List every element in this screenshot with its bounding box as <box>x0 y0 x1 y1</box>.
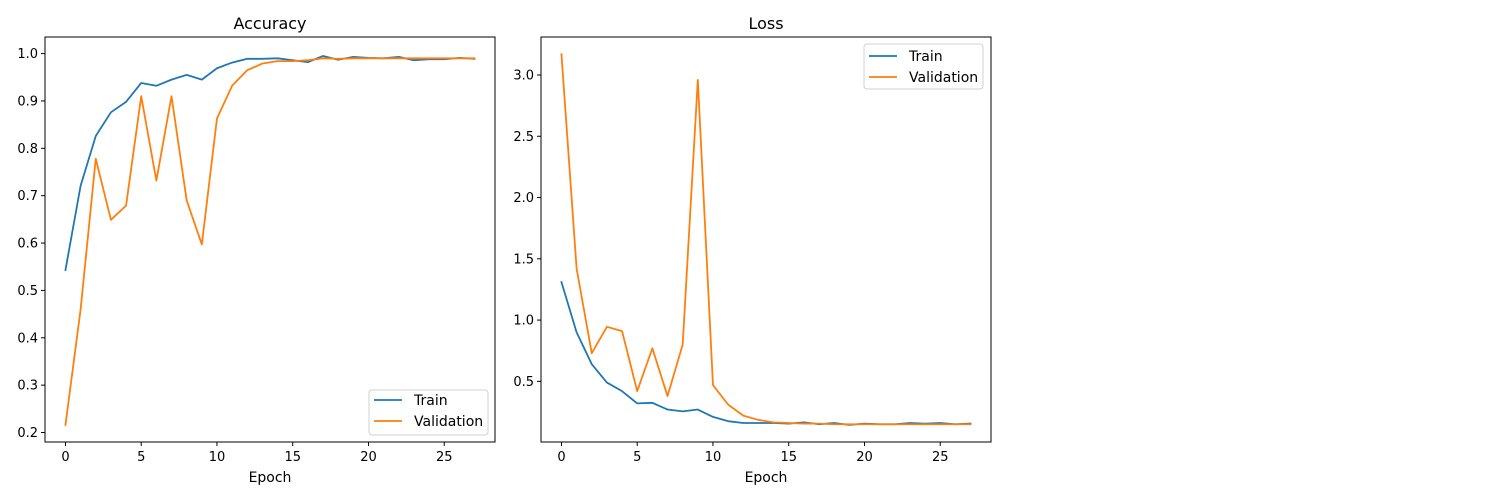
loss-validation-line <box>560 53 972 426</box>
loss-chart: Loss 0 5 10 15 20 250.51.01.52.02.53.0 Epoch … <box>513 14 992 486</box>
accuracy-x-tick-label: 0 <box>61 450 69 465</box>
loss-title: Loss <box>748 14 783 33</box>
accuracy-plot-area: 0 5 10 15 20 25 0.2 0.3 0.4 0.5 0.6 0.7 0.8 0.9 1.0 <box>17 47 476 465</box>
loss-x-tick-label: 15 <box>780 450 797 465</box>
loss-x-tick-label: 0 <box>557 450 565 465</box>
accuracy-x-tick-label: 25 <box>436 450 453 465</box>
accuracy-y-tick-label: 0.4 <box>17 331 38 346</box>
accuracy-y-tick-label: 0.2 <box>17 426 38 441</box>
accuracy-x-tick-label: 20 <box>360 450 377 465</box>
accuracy-y-tick-label: 0.5 <box>17 284 38 299</box>
accuracy-legend-validation-label: Validation <box>414 414 483 430</box>
accuracy-chart: Accuracy 0 5 10 15 20 25 0.2 0.3 0.4 0.5 0.6 0.7 0.8… <box>17 14 496 486</box>
accuracy-legend-train-label: Train <box>413 393 448 409</box>
loss-plot-area: 0 5 10 15 20 25 0.5 1.0 1.5 2.0 2.5 3.0 <box>513 53 972 465</box>
accuracy-x-tick-label: 15 <box>284 450 301 465</box>
accuracy-axes-frame <box>44 36 496 443</box>
accuracy-y-tick-label: 0.3 <box>17 379 38 394</box>
loss-legend: Train Validation <box>863 43 984 90</box>
accuracy-y-tick-label: 0.6 <box>17 237 38 252</box>
accuracy-validation-line <box>64 57 476 426</box>
loss-y-tick-label: 2.5 <box>513 130 534 145</box>
loss-legend-train-label: Train <box>908 49 943 65</box>
loss-y-tick-label: 0.5 <box>513 375 534 390</box>
accuracy-legend-box <box>368 389 489 436</box>
loss-x-tick-label: 5 <box>633 450 641 465</box>
accuracy-x-tick-label: 10 <box>209 450 226 465</box>
loss-legend-validation-label: Validation <box>909 70 978 86</box>
loss-x-tick-label: 25 <box>932 450 949 465</box>
loss-x-tick-label: 20 <box>856 450 873 465</box>
accuracy-y-tick-label: 0.7 <box>17 189 38 204</box>
accuracy-title: Accuracy <box>233 14 306 33</box>
accuracy-y-tick-label: 0.9 <box>17 94 38 109</box>
loss-y-tick-label: 2.0 <box>513 191 534 206</box>
loss-x-tick-label: 10 <box>705 450 722 465</box>
loss-y-tick-label: 3.0 <box>513 68 534 83</box>
loss-y-tick-label: 1.0 <box>513 314 534 329</box>
loss-axes-frame <box>540 36 992 443</box>
accuracy-legend: Train Validation <box>368 389 489 436</box>
accuracy-x-axis-label: Epoch <box>249 470 292 486</box>
loss-y-tick-label: 1.5 <box>513 252 534 267</box>
accuracy-y-tick-label: 1.0 <box>17 47 38 62</box>
accuracy-x-tick-label: 5 <box>137 450 145 465</box>
loss-x-axis-label: Epoch <box>745 470 788 486</box>
accuracy-y-tick-label: 0.8 <box>17 142 38 157</box>
